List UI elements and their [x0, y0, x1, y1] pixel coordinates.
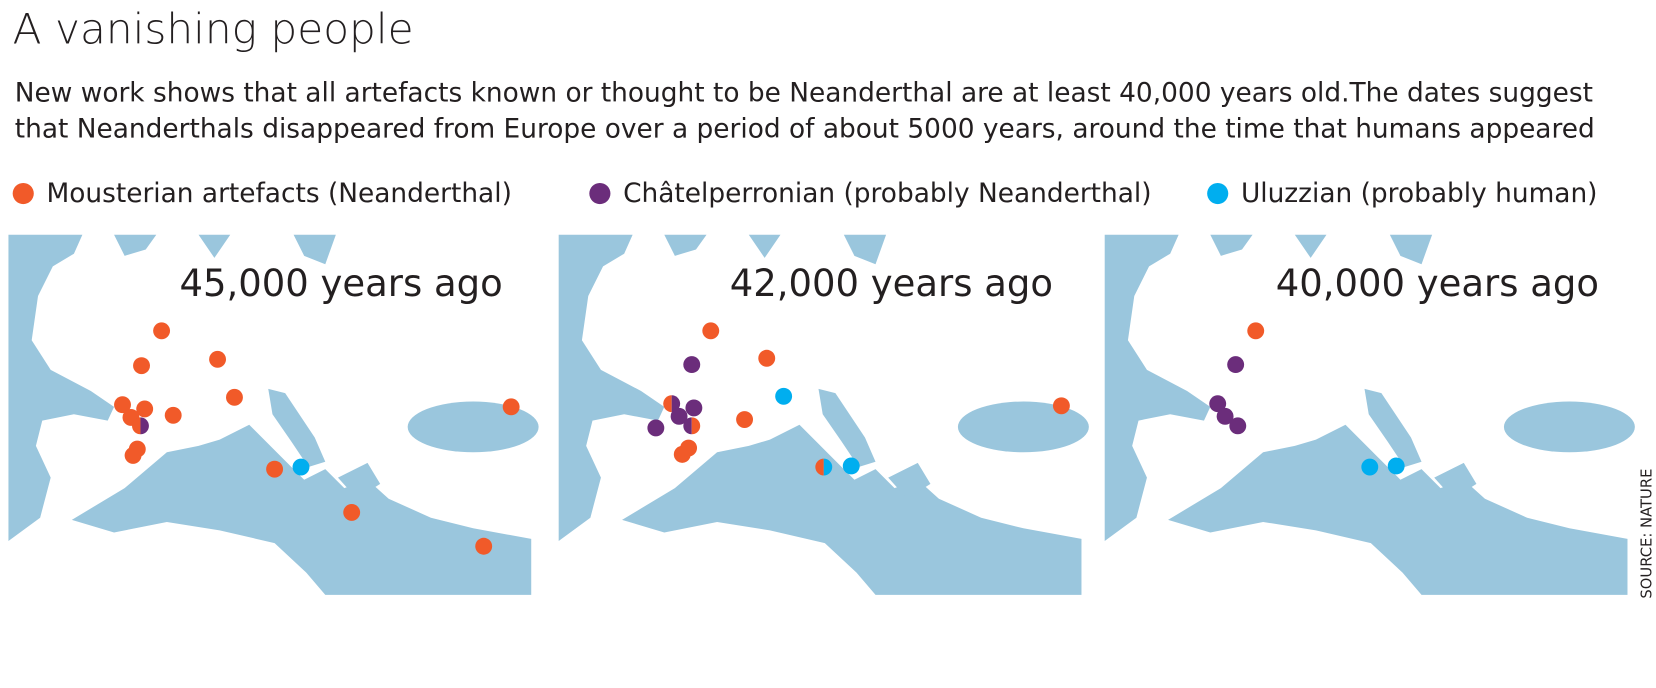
legend-label: Uluzzian (probably human) — [1241, 178, 1598, 209]
subtitle-line: that Neanderthals disappeared from Europ… — [15, 114, 1595, 145]
site-dot — [1052, 397, 1070, 415]
site-dot-half — [823, 458, 833, 476]
site-dot — [702, 322, 720, 340]
site-dot — [136, 400, 154, 418]
site-dot — [1227, 356, 1245, 374]
legend-item: Uluzzian (probably human) — [1207, 178, 1597, 209]
legend-label: Châtelperronian (probably Neanderthal) — [623, 178, 1151, 209]
legend-dot — [1207, 182, 1229, 205]
site-dot-half — [815, 458, 824, 476]
site-dot — [209, 350, 227, 368]
site-dot — [114, 396, 131, 414]
site-dot — [670, 407, 688, 425]
site-dot — [1216, 407, 1234, 425]
site-dot — [124, 446, 142, 464]
legend-dot — [589, 182, 611, 205]
map-panel: 45,000 years ago — [8, 234, 539, 595]
site-dot-half — [140, 417, 149, 435]
site-dot — [680, 439, 698, 457]
site-dot-half — [663, 395, 672, 413]
title: A vanishing people — [13, 4, 414, 53]
site-dot — [842, 457, 860, 475]
legend-item: Mousterian artefacts (Neanderthal) — [12, 178, 512, 209]
site-dot — [736, 411, 754, 428]
site-dot — [647, 419, 665, 437]
site-dot — [343, 504, 361, 521]
legend-item: Châtelperronian (probably Neanderthal) — [589, 178, 1152, 209]
legend-dot — [12, 182, 34, 205]
site-dot — [1209, 395, 1227, 413]
site-dot — [292, 458, 310, 476]
legend-label: Mousterian artefacts (Neanderthal) — [46, 178, 511, 209]
site-dot-half — [691, 417, 701, 435]
site-dot — [1229, 417, 1247, 435]
site-dot — [1387, 457, 1405, 475]
site-dot — [775, 387, 793, 405]
panel-label: 40,000 years ago — [1276, 262, 1599, 305]
map-panel: 42,000 years ago — [558, 234, 1089, 595]
site-dot — [758, 349, 776, 367]
site-dot-half — [671, 395, 681, 413]
subtitle-line: New work shows that all artefacts known … — [15, 78, 1593, 109]
site-dot — [685, 399, 703, 417]
site-dot — [1361, 458, 1379, 476]
site-dot — [475, 537, 493, 555]
site-dot — [683, 356, 701, 374]
site-dot — [153, 322, 171, 340]
site-dot — [133, 357, 150, 375]
map-panel: 40,000 years ago — [1104, 234, 1635, 595]
site-dot-half — [132, 417, 141, 435]
site-dot — [226, 388, 243, 406]
panel-label: 42,000 years ago — [730, 262, 1053, 305]
site-dot — [266, 460, 284, 478]
panel-label: 45,000 years ago — [180, 262, 503, 305]
site-dot — [1247, 322, 1265, 340]
source: SOURCE: NATURE — [1639, 469, 1656, 599]
site-dot — [164, 406, 182, 424]
site-dot — [502, 398, 520, 416]
